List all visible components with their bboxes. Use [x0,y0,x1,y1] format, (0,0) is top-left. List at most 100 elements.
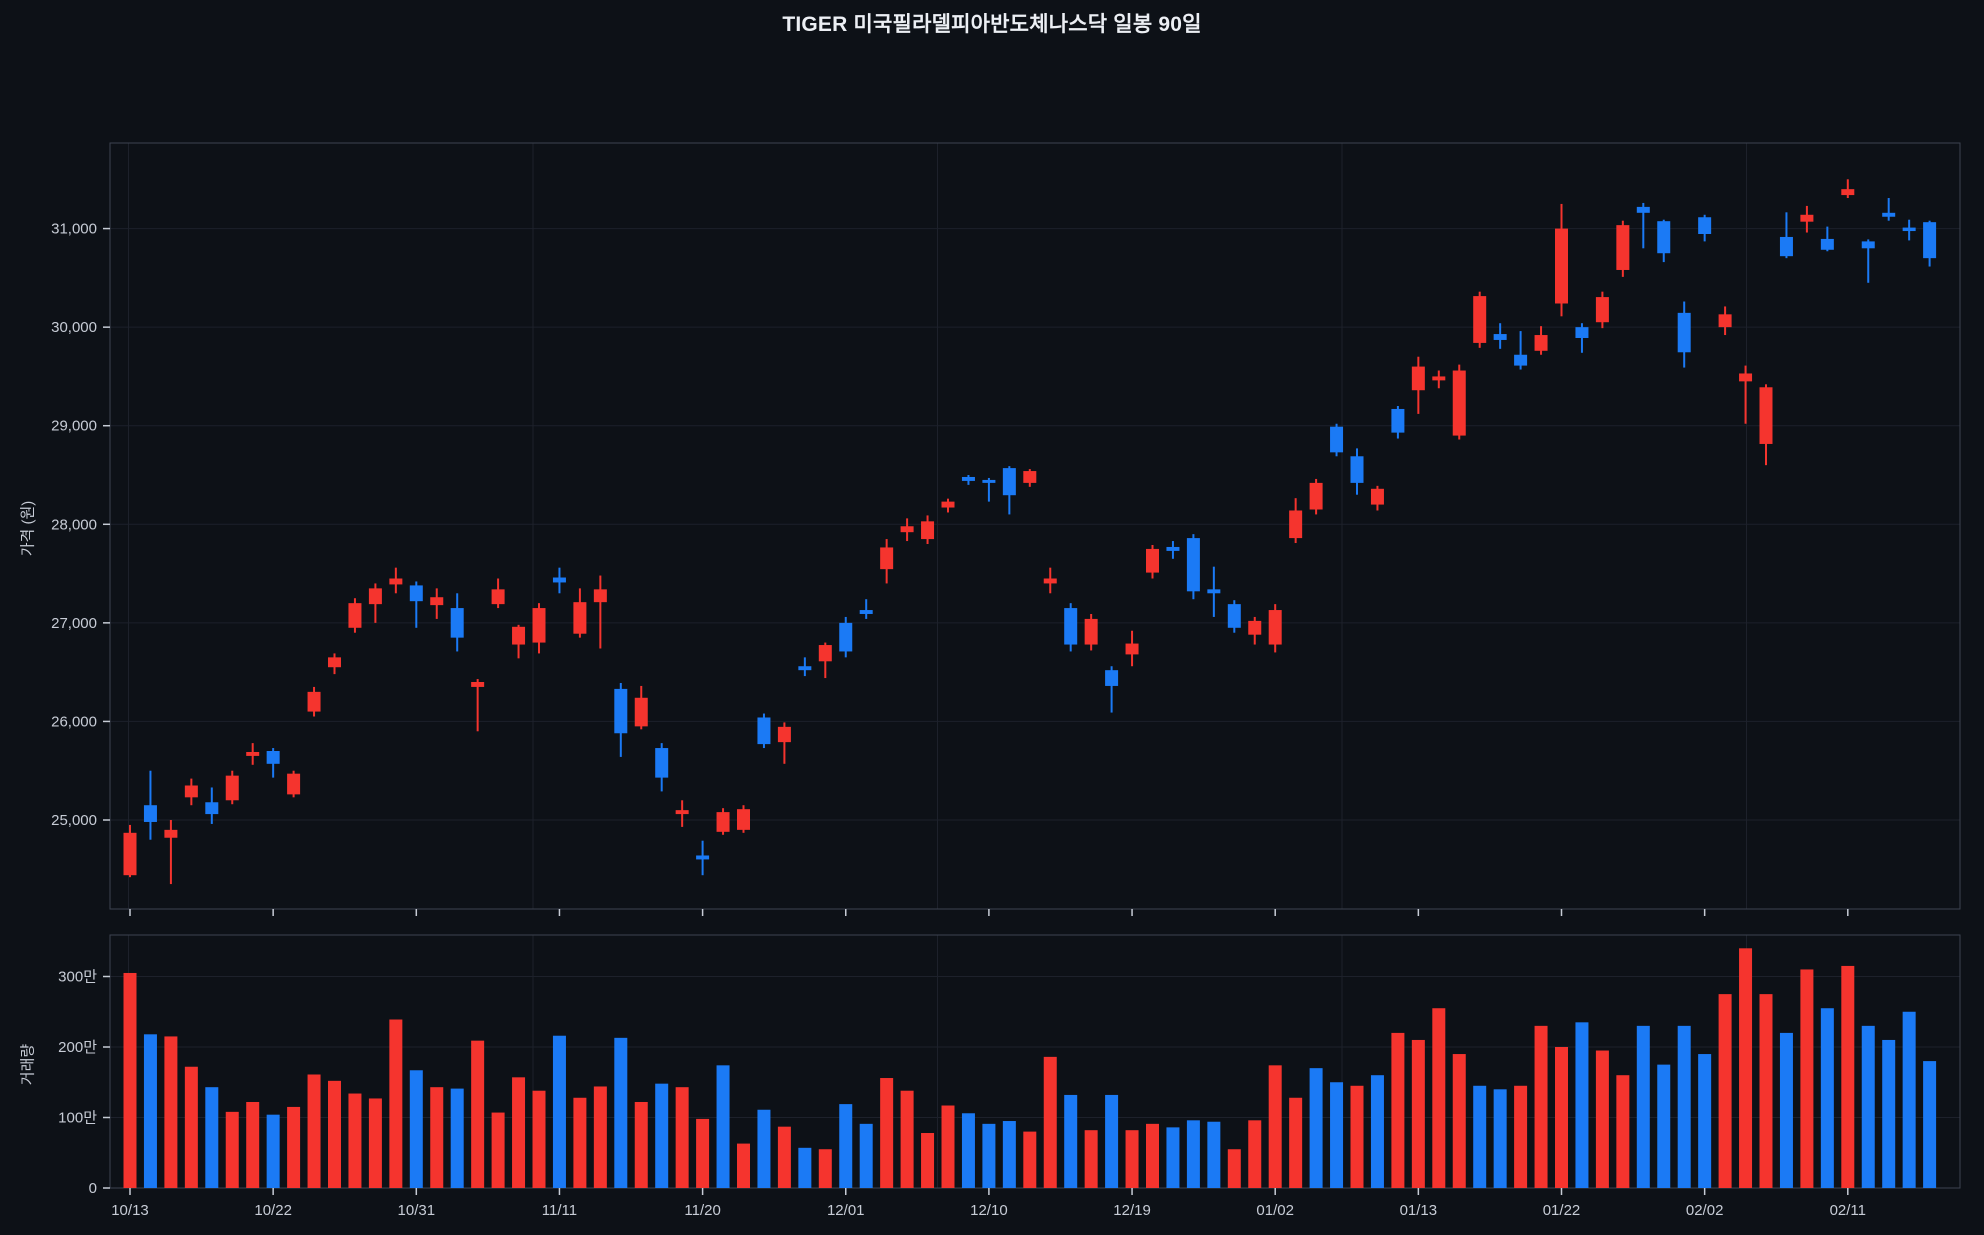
candle [1779,212,1793,259]
volume-bar [839,1104,853,1188]
volume-bars [123,948,1937,1188]
volume-bar [777,1126,791,1188]
candle [1105,666,1119,713]
volume-bar [1166,1127,1180,1188]
price-tick-label: 28,000 [51,516,97,533]
x-axis-date-label: 02/02 [1686,1202,1724,1219]
volume-bar [696,1118,710,1188]
candle [1227,600,1241,633]
volume-bar [1064,1094,1078,1188]
volume-bar [900,1090,914,1188]
candle [1370,485,1384,511]
candle [512,624,526,659]
candle [1268,604,1282,653]
candle [225,770,239,805]
candle [1452,364,1466,440]
candle [1248,616,1262,645]
candle [471,679,485,732]
volume-tick-label: 0 [89,1180,97,1197]
x-axis-date-label: 01/22 [1543,1202,1581,1219]
volume-bar [1105,1094,1119,1188]
candle [655,743,669,792]
volume-bar [1268,1065,1282,1188]
candle [1473,291,1487,348]
candle [409,581,423,628]
x-axis-date-label: 01/13 [1400,1202,1438,1219]
volume-bar [532,1090,546,1188]
volume-bar [1350,1085,1364,1188]
volume-bar [1800,969,1814,1188]
candle [164,820,178,885]
volume-bar [941,1105,955,1188]
candle [1677,301,1691,368]
volume-bar [1923,1061,1937,1188]
candle [982,477,996,502]
candle [941,498,955,513]
volume-bar [859,1123,873,1188]
volume-bar [737,1143,750,1188]
candle [1391,406,1405,439]
volume-bar [818,1149,832,1188]
volume-bar [389,1019,403,1188]
price-tick-label: 25,000 [51,812,97,829]
volume-bar [1616,1075,1630,1188]
candle [1861,239,1875,283]
candle [552,567,566,594]
volume-bar [1861,1025,1875,1188]
candle [1923,220,1937,267]
volume-axis-title: 거래량 [19,1043,37,1086]
candle [1555,203,1568,317]
candle [900,518,914,542]
candle [1350,448,1364,495]
candle [675,800,689,827]
volume-tick-label: 200만 [58,1039,97,1056]
volume-bar [798,1147,812,1188]
candle [696,840,710,876]
candle [1595,291,1609,329]
volume-bar [1739,948,1753,1188]
volume-bar [184,1066,198,1188]
volume-bar [512,1077,526,1188]
candle [328,653,341,675]
volume-bar [450,1088,464,1188]
candle [1657,219,1671,263]
candle [921,515,935,545]
candle [798,657,812,677]
candle [1718,306,1732,336]
volume-bar [921,1133,935,1188]
volume-bar [348,1093,362,1188]
volume-bar [1698,1054,1712,1188]
x-axis-date-label: 12/10 [970,1202,1008,1219]
volume-bar [225,1111,239,1188]
volume-bar [1677,1025,1691,1188]
volume-bar [205,1087,219,1188]
candle [266,748,280,778]
candle [1841,179,1855,199]
candle [634,685,648,730]
price-tick-label: 26,000 [51,713,97,730]
candle [777,722,791,764]
volume-bar [1657,1064,1671,1188]
candle [1002,466,1016,515]
candle [961,475,975,485]
candle [368,583,382,623]
x-axis-date-label: 10/31 [398,1202,436,1219]
volume-bar [287,1106,301,1188]
volume-bar [246,1101,260,1188]
candle [123,824,137,878]
volume-bar [491,1112,505,1188]
volume-bar [716,1065,730,1188]
volume-bar [1575,1022,1589,1188]
volume-bar [1146,1123,1159,1188]
price-tick-label: 29,000 [51,418,97,435]
candle [1207,566,1221,617]
volume-tick-label: 300만 [58,969,97,986]
candle [307,686,321,717]
x-axis-date-label: 01/02 [1256,1202,1294,1219]
candle [348,598,362,633]
x-axis-date-label: 10/22 [254,1202,292,1219]
volume-bar [593,1086,607,1188]
candle [1432,370,1446,389]
